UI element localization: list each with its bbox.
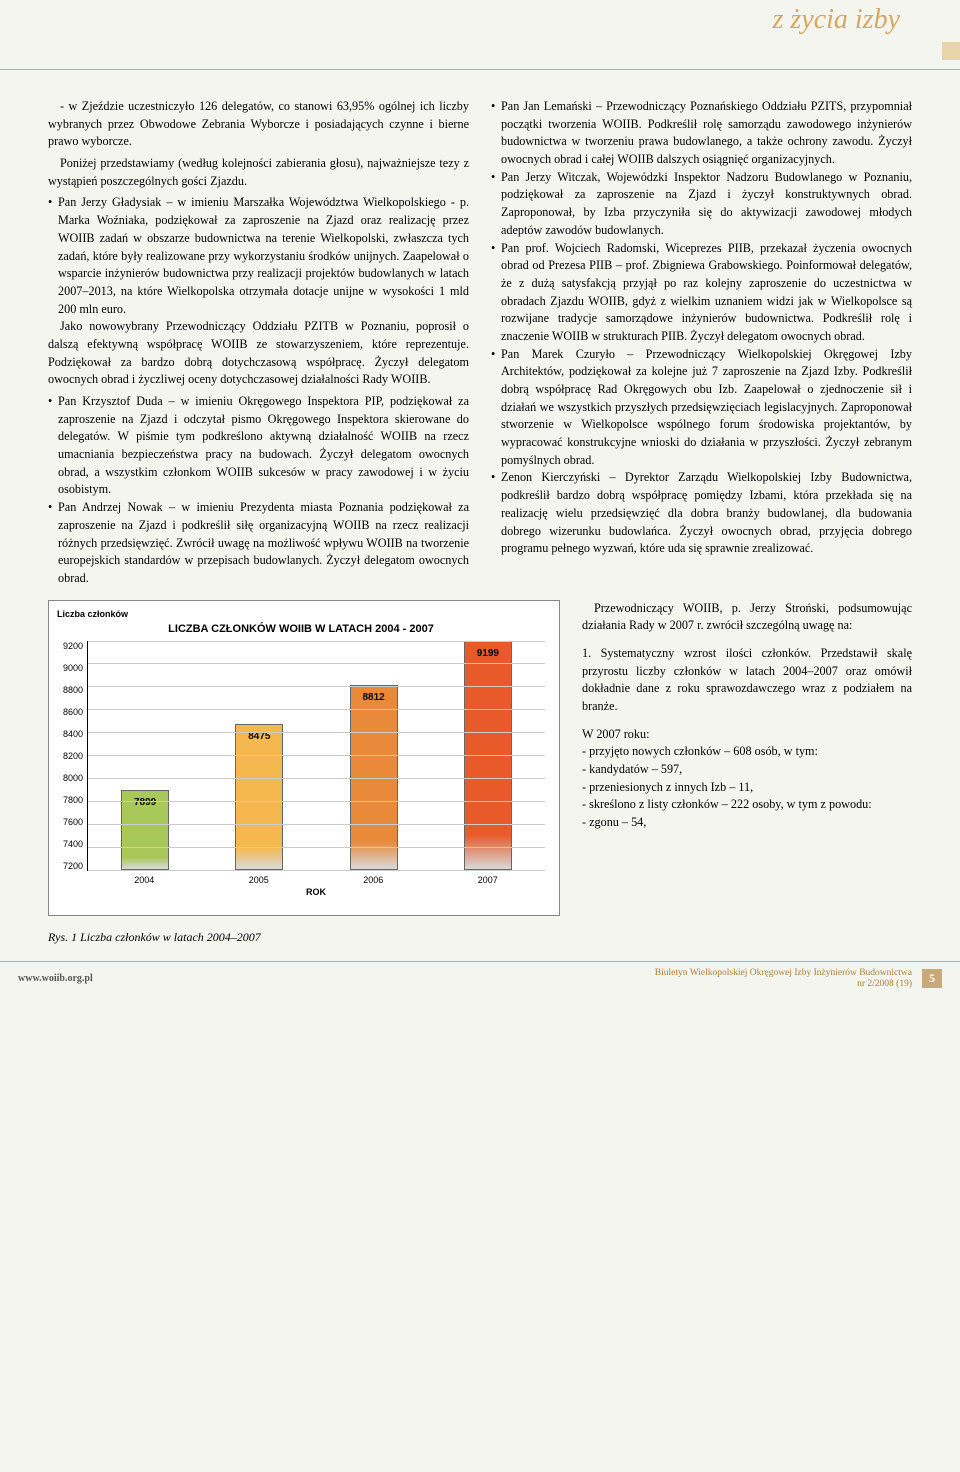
y-tick: 8000 [57, 773, 83, 783]
list-line: - przyjęto nowych członków – 608 osób, w… [582, 743, 912, 761]
para: - w Zjeździe uczestniczyło 126 delegatów… [48, 98, 469, 151]
bullet-item: • Pan Jerzy Gładysiak – w imieniu Marsza… [48, 194, 469, 318]
bullet-glyph: • [491, 469, 501, 487]
grid-line [88, 686, 545, 687]
page-number: 5 [922, 969, 942, 988]
section-title: z życia izby [772, 4, 900, 36]
para: Jako nowowybrany Przewodniczący Oddziału… [48, 318, 469, 389]
y-tick: 7400 [57, 839, 83, 849]
bullet-item: • Pan Krzysztof Duda – w imieniu Okręgow… [48, 393, 469, 499]
grid-line [88, 870, 545, 871]
para: 1. Systematyczny wzrost ilości członków.… [582, 645, 912, 716]
left-column: - w Zjeździe uczestniczyło 126 delegatów… [48, 98, 469, 588]
chart-y-ticks: 9200 9000 8800 8600 8400 8200 8000 7800 7600 7400… [57, 641, 87, 871]
bullet-text: Pan Andrzej Nowak – w imieniu Prezydenta… [58, 500, 469, 585]
right-tail-column: Przewodniczący WOIIB, p. Jerzy Stroński,… [582, 600, 912, 922]
list-line: - zgonu – 54, [582, 814, 912, 832]
bullet-glyph: • [491, 346, 501, 364]
x-tick: 2005 [202, 871, 317, 885]
bullet-item: • Pan Andrzej Nowak – w imieniu Prezyden… [48, 499, 469, 587]
bullet-text: Pan Krzysztof Duda – w imieniu Okręgoweg… [58, 394, 469, 496]
bar-value-label: 8812 [351, 692, 397, 703]
footer-line1: Biuletyn Wielkopolskiej Okręgowej Izby I… [655, 968, 912, 979]
bullet-item: • Pan Marek Czuryło – Przewodniczący Wie… [491, 346, 912, 470]
grid-line [88, 732, 545, 733]
bullet-text: Pan Jerzy Witczak, Wojewódzki Inspektor … [501, 170, 912, 237]
y-tick: 9000 [57, 663, 83, 673]
grid-line [88, 755, 545, 756]
footer-line2: nr 2/2008 (19) [655, 979, 912, 990]
lower-section: Liczba członków LICZBA CZŁONKÓW WOIIB W … [0, 600, 960, 922]
chart-plot-area: 7899 8475 8812 9199 [87, 641, 545, 871]
x-tick: 2006 [316, 871, 431, 885]
figure-caption: Rys. 1 Liczba członków w latach 2004–200… [0, 930, 960, 945]
footer-pub: Biuletyn Wielkopolskiej Okręgowej Izby I… [655, 968, 912, 991]
x-tick: 2004 [87, 871, 202, 885]
page-header: z życia izby [0, 0, 960, 70]
bullet-text: Pan prof. Wojciech Radomski, Wiceprezes … [501, 241, 912, 343]
bar-value-label: 9199 [465, 648, 511, 659]
grid-line [88, 847, 545, 848]
bullet-text: Pan Jerzy Gładysiak – w imieniu Marszałk… [58, 195, 469, 315]
y-tick: 8200 [57, 751, 83, 761]
chart-x-ticks: 2004200520062007 [87, 871, 545, 885]
bullet-item: • Pan prof. Wojciech Radomski, Wicepreze… [491, 240, 912, 346]
y-tick: 7800 [57, 795, 83, 805]
bullet-item: • Pan Jerzy Witczak, Wojewódzki Inspekto… [491, 169, 912, 240]
grid-line [88, 801, 545, 802]
para: Poniżej przedstawiamy (według kolejności… [48, 155, 469, 190]
bullet-text: Pan Jan Lemański – Przewodniczący Poznań… [501, 99, 912, 166]
bar-chart: Liczba członków LICZBA CZŁONKÓW WOIIB W … [48, 600, 560, 916]
right-column: • Pan Jan Lemański – Przewodniczący Pozn… [491, 98, 912, 588]
chart-block: Liczba członków LICZBA CZŁONKÓW WOIIB W … [0, 600, 560, 922]
list-line: - skreślono z listy członków – 222 osoby… [582, 796, 912, 814]
list-line: - przeniesionych z innych Izb – 11, [582, 779, 912, 797]
y-tick: 7600 [57, 817, 83, 827]
y-tick: 7200 [57, 861, 83, 871]
chart-x-label: ROK [87, 887, 545, 897]
bullet-glyph: • [48, 194, 58, 212]
page-footer: www.woiib.org.pl Biuletyn Wielkopolskiej… [0, 961, 960, 997]
bullet-item: • Zenon Kierczyński – Dyrektor Zarządu W… [491, 469, 912, 557]
footer-url: www.woiib.org.pl [18, 973, 93, 984]
y-tick: 8800 [57, 685, 83, 695]
para: Przewodniczący WOIIB, p. Jerzy Stroński,… [582, 600, 912, 635]
bullet-glyph: • [48, 499, 58, 517]
bullet-glyph: • [48, 393, 58, 411]
bullet-glyph: • [491, 98, 501, 116]
bullet-text: Pan Marek Czuryło – Przewodniczący Wielk… [501, 347, 912, 467]
x-tick: 2007 [431, 871, 546, 885]
grid-line [88, 641, 545, 642]
chart-y-label: Liczba członków [57, 609, 545, 619]
para: W 2007 roku: [582, 726, 912, 744]
chart-title: LICZBA CZŁONKÓW WOIIB W LATACH 2004 - 20… [57, 623, 545, 635]
list-line: - kandydatów – 597, [582, 761, 912, 779]
grid-line [88, 709, 545, 710]
bar-value-label: 7899 [122, 797, 168, 808]
bullet-glyph: • [491, 240, 501, 258]
bullet-item: • Pan Jan Lemański – Przewodniczący Pozn… [491, 98, 912, 169]
chart-bar: 8475 [235, 724, 283, 870]
grid-line [88, 663, 545, 664]
two-column-body: - w Zjeździe uczestniczyło 126 delegatów… [0, 70, 960, 600]
bullet-text: Zenon Kierczyński – Dyrektor Zarządu Wie… [501, 470, 912, 555]
grid-line [88, 824, 545, 825]
y-tick: 9200 [57, 641, 83, 651]
y-tick: 8400 [57, 729, 83, 739]
grid-line [88, 778, 545, 779]
bullet-glyph: • [491, 169, 501, 187]
y-tick: 8600 [57, 707, 83, 717]
